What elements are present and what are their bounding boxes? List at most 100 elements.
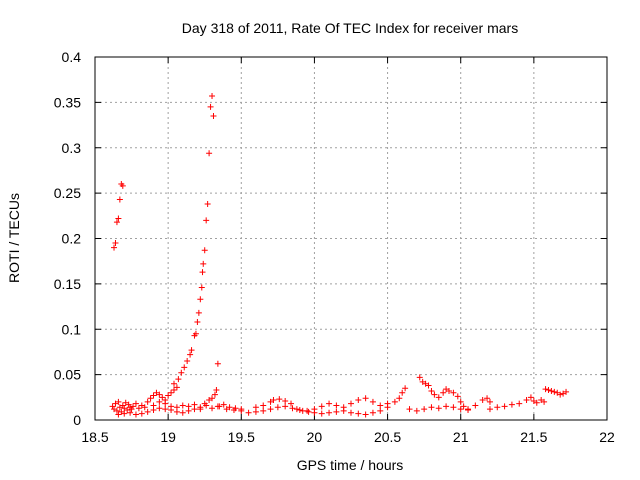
data-point: [223, 406, 230, 413]
data-point: [545, 387, 552, 394]
data-point: [326, 409, 333, 416]
x-tick-label: 20.5: [374, 429, 401, 445]
y-tick-label: 0.1: [62, 321, 82, 337]
data-point: [431, 391, 438, 398]
data-point: [457, 406, 464, 413]
data-point: [486, 406, 493, 413]
data-point: [178, 369, 185, 376]
data-point: [179, 402, 186, 409]
data-point: [289, 405, 296, 412]
data-point: [527, 394, 534, 401]
data-point: [199, 269, 206, 276]
data-point: [288, 400, 295, 407]
x-tick-label: 19: [160, 429, 176, 445]
x-tick-label: 21: [453, 429, 469, 445]
data-point: [203, 217, 210, 224]
data-point: [440, 389, 447, 396]
data-point: [111, 244, 118, 251]
data-point: [296, 407, 303, 414]
data-point: [563, 388, 570, 395]
data-point: [252, 404, 259, 411]
data-point: [175, 376, 182, 383]
data-point: [159, 394, 166, 401]
data-point: [406, 406, 413, 413]
data-point: [542, 386, 549, 393]
data-point: [197, 406, 204, 413]
data-point: [173, 384, 180, 391]
data-point: [141, 404, 148, 411]
data-point: [119, 182, 126, 189]
data-point: [214, 360, 221, 367]
data-point: [204, 201, 211, 208]
data-point: [191, 401, 198, 408]
data-point: [391, 398, 398, 405]
data-point: [206, 150, 213, 157]
data-point: [305, 408, 312, 415]
data-point: [318, 403, 325, 410]
y-tick-label: 0.05: [54, 367, 81, 383]
data-point: [435, 394, 442, 401]
y-tick-label: 0.4: [62, 49, 82, 65]
data-point: [516, 400, 523, 407]
data-point: [238, 407, 245, 414]
data-point: [541, 398, 548, 405]
y-tick-label: 0.25: [54, 185, 81, 201]
data-point: [132, 411, 139, 418]
x-tick-label: 18.5: [81, 429, 108, 445]
data-point: [210, 112, 217, 119]
y-tick-label: 0: [73, 412, 81, 428]
data-point: [194, 318, 201, 325]
data-point: [369, 409, 376, 416]
data-point: [185, 403, 192, 410]
data-point: [211, 391, 218, 398]
data-point: [472, 402, 479, 409]
data-point: [413, 407, 420, 414]
data-point: [200, 260, 207, 267]
data-point: [162, 400, 169, 407]
data-point: [355, 410, 362, 417]
data-point: [508, 401, 515, 408]
data-point: [460, 403, 467, 410]
data-point: [209, 405, 216, 412]
data-point: [216, 403, 223, 410]
data-point: [402, 385, 409, 392]
data-point: [551, 388, 558, 395]
data-point: [187, 351, 194, 358]
x-tick-label: 22: [599, 429, 615, 445]
x-tick-label: 19.5: [228, 429, 255, 445]
data-point: [435, 405, 442, 412]
data-point: [348, 409, 354, 416]
data-point: [132, 400, 139, 407]
data-point: [425, 382, 432, 389]
data-point: [484, 395, 491, 402]
x-tick-labels: 18.5 19 19.5 20 20.5 21 21.5 22: [81, 429, 615, 445]
data-point: [450, 404, 457, 411]
data-point: [270, 397, 277, 404]
data-point: [138, 410, 145, 417]
data-point: [165, 392, 172, 399]
data-point: [113, 407, 120, 414]
data-point: [173, 404, 180, 411]
data-point: [181, 364, 188, 371]
data-point: [348, 400, 354, 407]
y-tick-label: 0.3: [62, 140, 82, 156]
data-point: [156, 391, 163, 398]
data-point: [377, 407, 384, 414]
data-point: [486, 398, 493, 405]
data-point: [282, 403, 289, 410]
data-point: [125, 401, 132, 408]
data-point: [548, 387, 555, 394]
data-point: [184, 358, 191, 365]
data-point: [533, 399, 540, 406]
data-point: [116, 196, 123, 203]
y-tick-label: 0.35: [54, 94, 81, 110]
data-point: [179, 409, 186, 416]
data-point: [299, 407, 306, 414]
data-point: [170, 380, 177, 387]
data-point: [396, 395, 403, 402]
data-point: [428, 404, 435, 411]
data-point: [198, 284, 205, 291]
data-point: [128, 406, 135, 413]
data-point: [201, 400, 208, 407]
